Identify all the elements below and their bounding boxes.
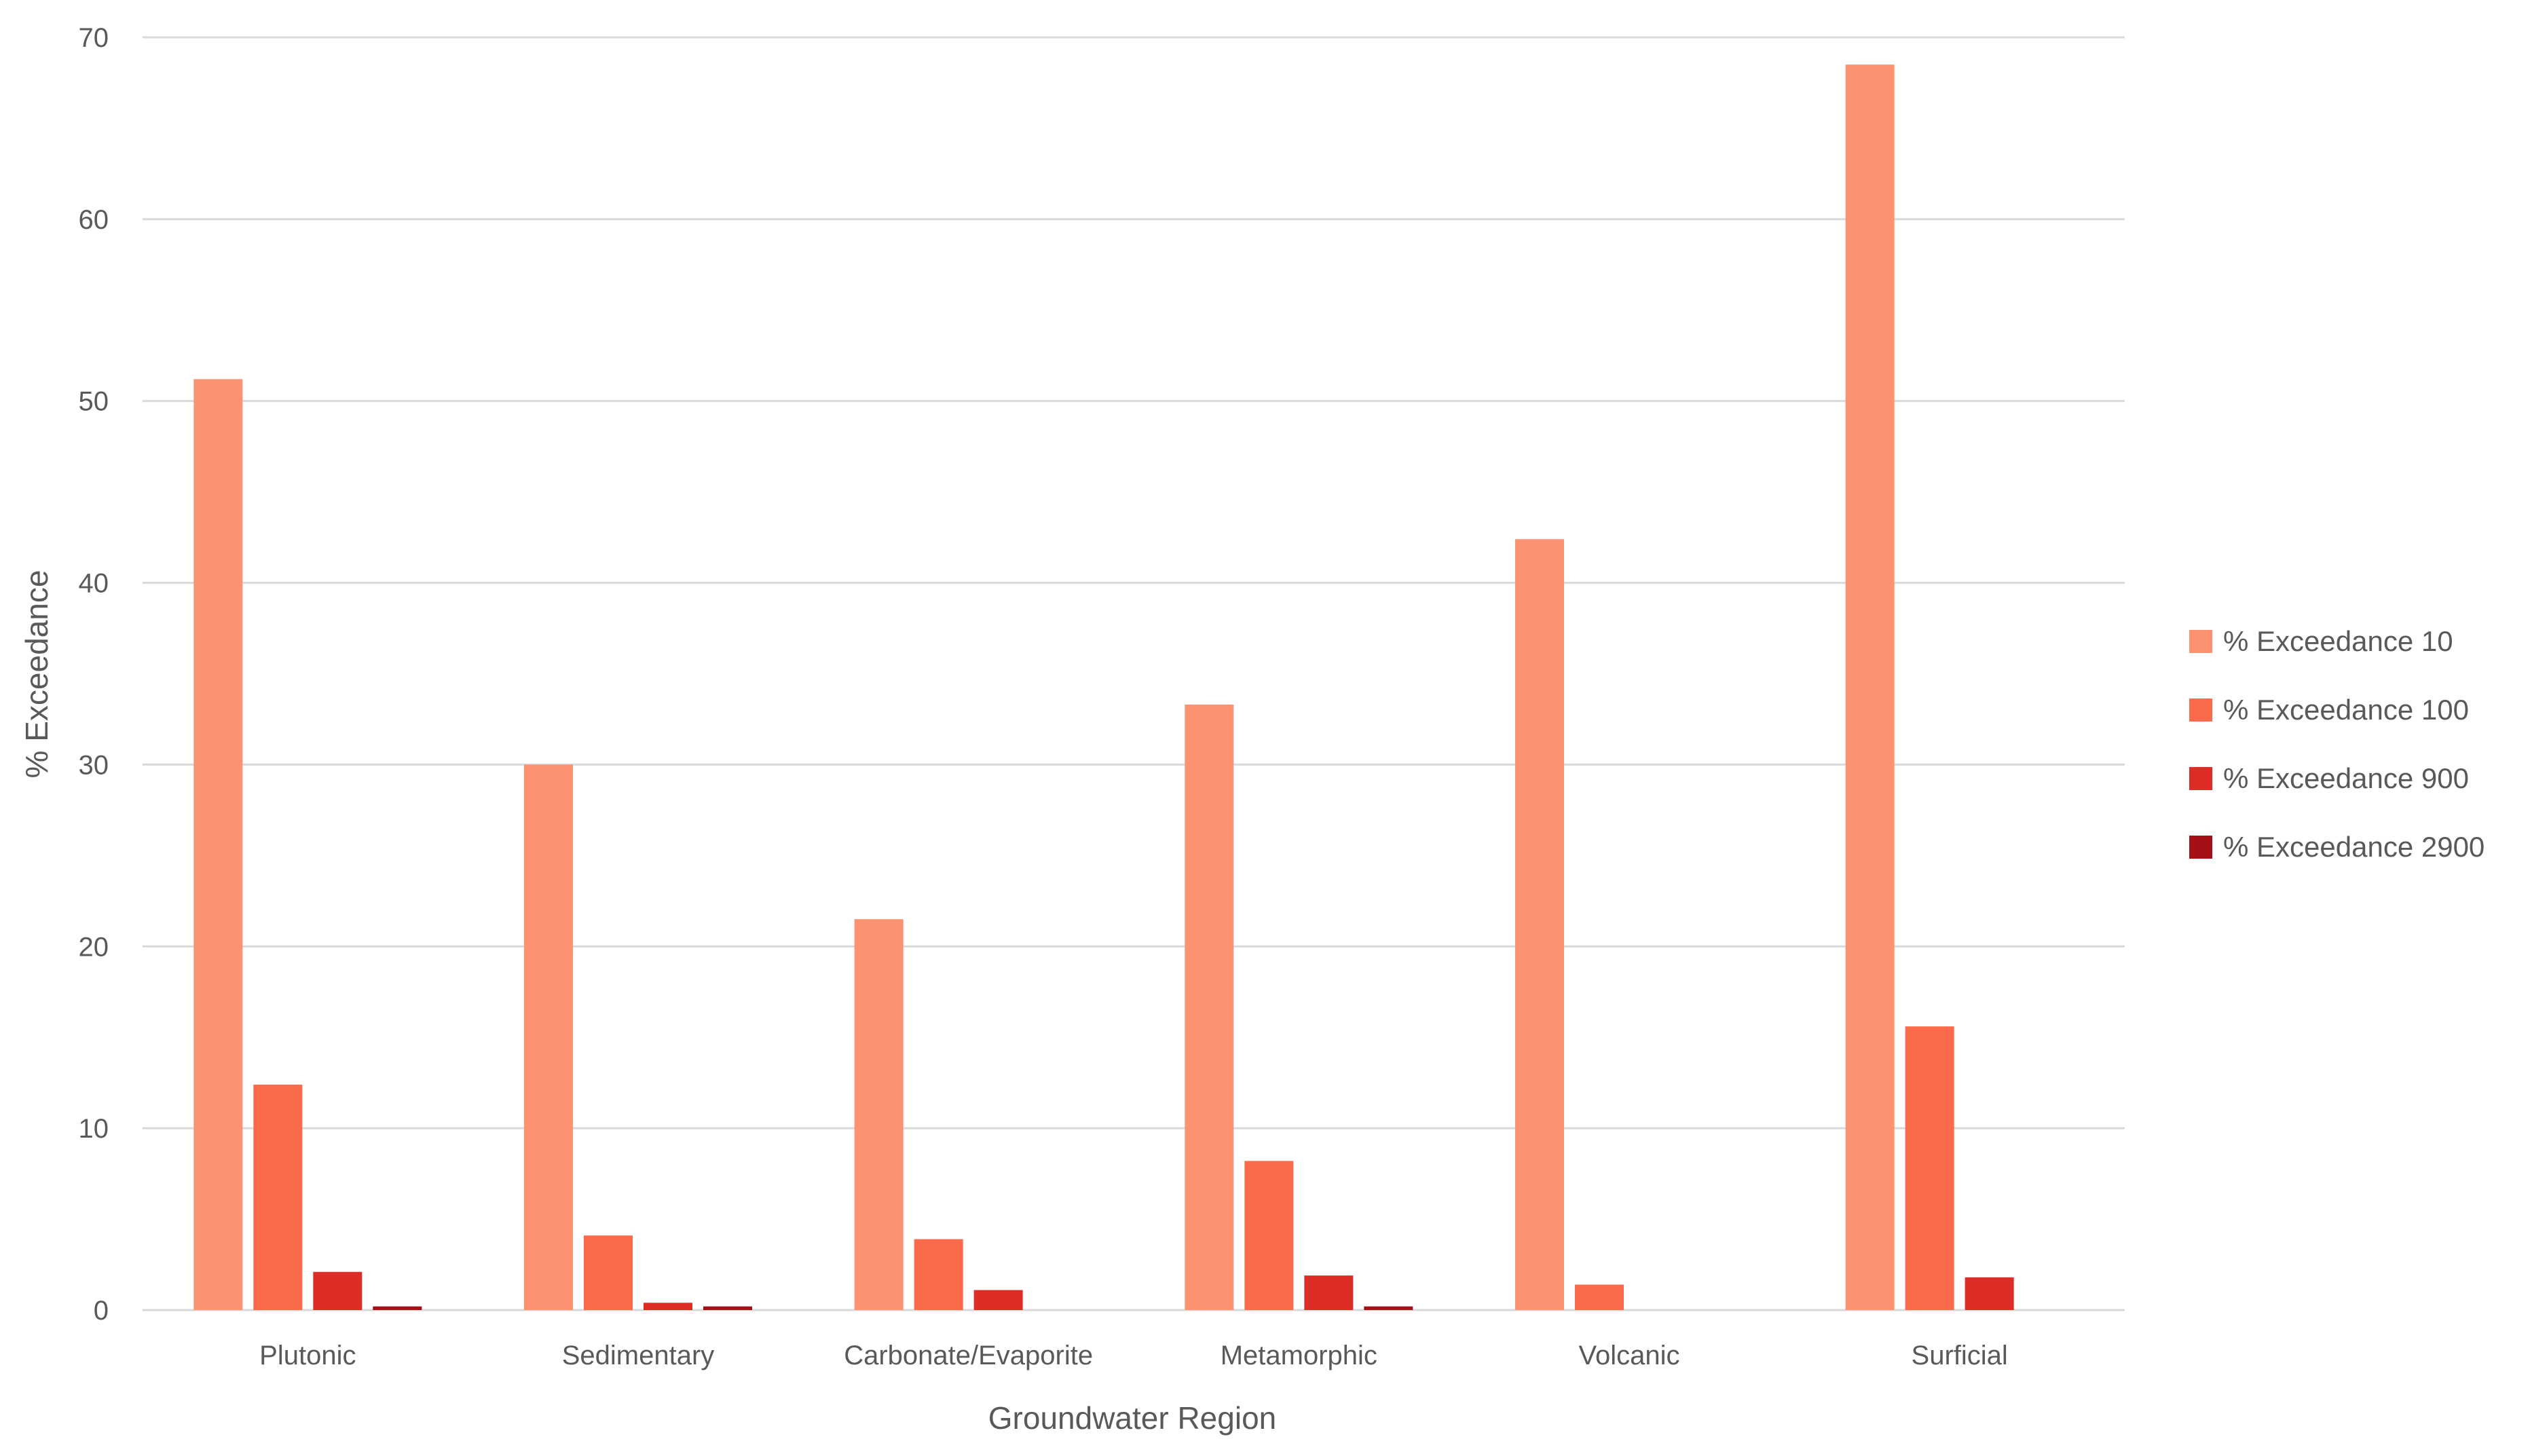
legend-label: % Exceedance 100 [2223,694,2469,726]
bar [373,1306,422,1310]
bar [1364,1306,1413,1310]
y-tick-label: 60 [79,205,109,235]
bar [253,1084,303,1310]
bar [973,1290,1023,1310]
bar [1845,64,1895,1310]
legend-label: % Exceedance 2900 [2223,831,2485,863]
legend-swatch [2189,767,2212,790]
bar [1905,1026,1954,1310]
legend-label: % Exceedance 10 [2223,625,2453,657]
x-tick-label: Metamorphic [1221,1341,1377,1370]
bars [193,64,2014,1311]
y-tick-label: 30 [79,750,109,780]
x-tick-label: Surficial [1912,1341,2008,1370]
y-axis-ticks: 0 10 20 30 40 50 60 70 [79,23,109,1326]
bar [1185,705,1234,1310]
bar [644,1303,692,1310]
y-axis-title: % Exceedance [19,570,54,779]
x-tick-label: Volcanic [1579,1341,1680,1370]
bar [524,764,573,1310]
bar [854,919,904,1310]
bar [1304,1275,1354,1310]
bar [1575,1284,1624,1310]
legend-swatch [2189,836,2212,859]
bar [703,1306,752,1310]
x-axis-title: Groundwater Region [988,1400,1276,1436]
bar [1244,1161,1294,1310]
bar [914,1239,963,1310]
legend-label: % Exceedance 900 [2223,762,2469,794]
bar [1515,539,1564,1311]
y-tick-label: 50 [79,387,109,417]
legend-swatch [2189,698,2212,722]
x-tick-label: Sedimentary [562,1341,715,1370]
bar [313,1271,362,1310]
y-tick-label: 70 [79,23,109,53]
bar [584,1235,633,1310]
bar [193,379,243,1310]
legend: % Exceedance 10 % Exceedance 100 % Exceeda… [2189,625,2485,863]
y-tick-label: 0 [94,1296,109,1326]
bar [1965,1277,2014,1310]
x-axis-ticks: Plutonic Sedimentary Carbonate/Evaporite Me… [259,1341,2008,1370]
y-tick-label: 10 [79,1114,109,1144]
legend-swatch [2189,630,2212,653]
x-tick-label: Carbonate/Evaporite [844,1341,1093,1370]
x-tick-label: Plutonic [259,1341,356,1370]
y-tick-label: 40 [79,569,109,599]
y-tick-label: 20 [79,932,109,962]
gridlines [143,36,2125,1311]
